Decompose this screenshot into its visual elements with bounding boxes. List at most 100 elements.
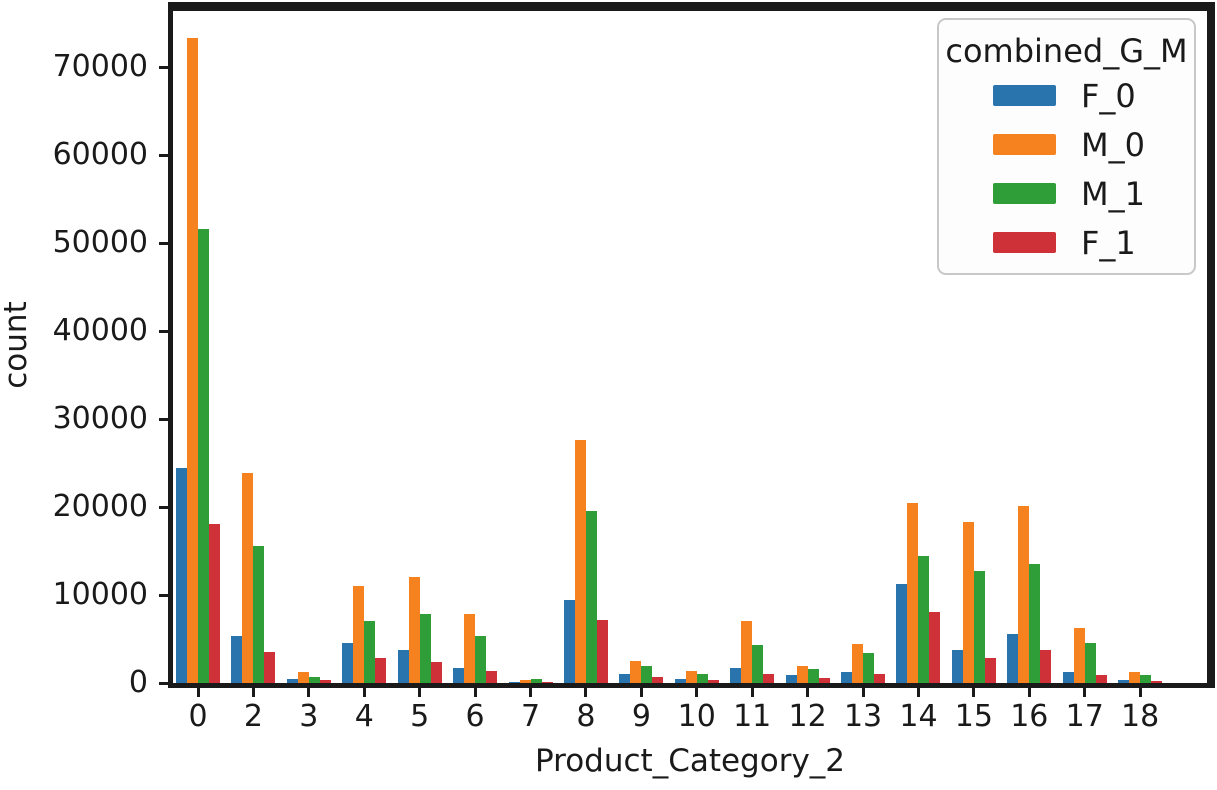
bar-F_1-cat-17 [1095, 675, 1107, 683]
bar-M_1-cat-2 [253, 545, 265, 683]
x-tick-mark [861, 688, 865, 697]
bar-M_1-cat-14 [918, 556, 930, 683]
x-tick-label: 17 [1065, 699, 1104, 734]
x-tick-label: 6 [465, 699, 485, 734]
x-tick-label: 14 [899, 699, 938, 734]
legend-swatch-M_1 [993, 183, 1056, 204]
x-tick-label: 16 [1010, 699, 1049, 734]
x-tick-label: 0 [188, 699, 208, 734]
bar-F_0-cat-2 [231, 636, 243, 683]
bar-M_0-cat-3 [297, 671, 309, 683]
x-tick-mark [972, 688, 976, 697]
legend-title: combined_G_M [945, 32, 1188, 70]
x-tick-label: 4 [354, 699, 374, 734]
x-tick-label: 2 [243, 699, 263, 734]
bar-F_1-cat-4 [375, 658, 387, 683]
bar-M_0-cat-4 [353, 586, 365, 683]
x-tick-mark [362, 688, 366, 697]
bar-F_0-cat-9 [619, 674, 631, 683]
y-tick-mark [159, 65, 168, 69]
bar-M_0-cat-12 [796, 666, 808, 683]
bar-F_1-cat-12 [818, 677, 830, 683]
bar-M_1-cat-15 [973, 571, 985, 683]
x-tick-mark [750, 688, 754, 697]
bar-F_0-cat-16 [1007, 633, 1019, 683]
y-tick-label: 70000 [52, 49, 148, 85]
bar-F_1-cat-14 [929, 611, 941, 683]
bar-M_0-cat-14 [907, 502, 919, 683]
bar-M_1-cat-17 [1084, 643, 1096, 683]
x-axis-label: Product_Category_2 [534, 743, 846, 779]
bar-F_0-cat-6 [453, 668, 465, 683]
bar-M_0-cat-9 [630, 661, 642, 683]
bar-F_0-cat-12 [785, 675, 797, 683]
legend-rows: F_0 M_0 M_1 F_1 [939, 71, 1194, 267]
x-tick-label: 18 [1121, 699, 1160, 734]
x-tick-label: 5 [410, 699, 430, 734]
y-tick-mark [159, 417, 168, 421]
bar-M_1-cat-8 [585, 511, 597, 683]
legend-item-F_1: F_1 [939, 218, 1194, 267]
x-tick-label: 9 [631, 699, 651, 734]
y-tick-mark [159, 681, 168, 685]
legend-swatch-F_1 [993, 232, 1056, 253]
bar-M_0-cat-6 [464, 614, 476, 683]
bar-F_0-cat-10 [674, 679, 686, 683]
bar-F_0-cat-17 [1062, 671, 1074, 683]
legend-swatch-F_0 [993, 85, 1056, 106]
bar-M_1-cat-7 [530, 678, 542, 683]
bar-M_0-cat-5 [408, 576, 420, 683]
x-tick-mark [639, 688, 643, 697]
bar-F_0-cat-11 [730, 668, 742, 683]
x-tick-mark [251, 688, 255, 697]
legend: combined_G_M F_0 M_0 M_1 F_1 [937, 18, 1196, 275]
legend-item-label: M_0 [1081, 125, 1145, 164]
bar-F_0-cat-7 [508, 682, 520, 683]
bar-M_0-cat-11 [741, 620, 753, 683]
bar-M_0-cat-17 [1073, 627, 1085, 683]
bar-F_0-cat-15 [951, 649, 963, 683]
bar-M_1-cat-12 [807, 668, 819, 683]
legend-item-label: F_0 [1081, 76, 1136, 115]
x-tick-label: 8 [576, 699, 596, 734]
bar-M_1-cat-4 [364, 621, 376, 683]
x-tick-label: 15 [954, 699, 993, 734]
x-tick-mark [584, 688, 588, 697]
x-tick-label: 13 [843, 699, 883, 734]
y-tick-mark [159, 153, 168, 157]
y-tick-label: 60000 [52, 137, 148, 173]
y-axis-label: count [0, 301, 34, 389]
legend-item-label: F_1 [1081, 223, 1136, 262]
x-tick-mark [473, 688, 477, 697]
bar-M_0-cat-0 [187, 38, 198, 683]
y-tick-mark [159, 505, 168, 509]
legend-item-F_0: F_0 [939, 71, 1194, 120]
bar-F_0-cat-5 [397, 649, 409, 683]
bar-F_1-cat-0 [209, 523, 220, 683]
x-tick-label: 3 [299, 699, 319, 734]
x-tick-mark [1027, 688, 1031, 697]
bar-F_1-cat-15 [984, 658, 996, 683]
bar-M_0-cat-8 [574, 440, 586, 683]
x-tick-mark [418, 688, 422, 697]
legend-swatch-M_0 [993, 134, 1056, 155]
bar-F_1-cat-3 [319, 680, 331, 683]
y-tick-label: 0 [128, 665, 148, 700]
bar-F_1-cat-13 [874, 674, 886, 683]
x-tick-mark [695, 688, 699, 697]
bar-M_1-cat-5 [419, 613, 431, 683]
legend-item-M_1: M_1 [939, 169, 1194, 218]
bar-M_0-cat-10 [685, 670, 697, 683]
y-tick-label: 30000 [52, 401, 148, 437]
bar-M_1-cat-16 [1029, 564, 1041, 683]
x-tick-mark [916, 688, 920, 697]
bar-F_1-cat-2 [264, 652, 276, 683]
bar-M_1-cat-13 [863, 653, 875, 683]
bar-F_0-cat-4 [342, 642, 354, 683]
x-tick-label: 12 [788, 699, 827, 734]
x-tick-label: 10 [677, 699, 716, 734]
bar-F_0-cat-3 [286, 679, 298, 683]
y-tick-label: 40000 [52, 313, 148, 349]
x-tick-mark [307, 688, 311, 697]
